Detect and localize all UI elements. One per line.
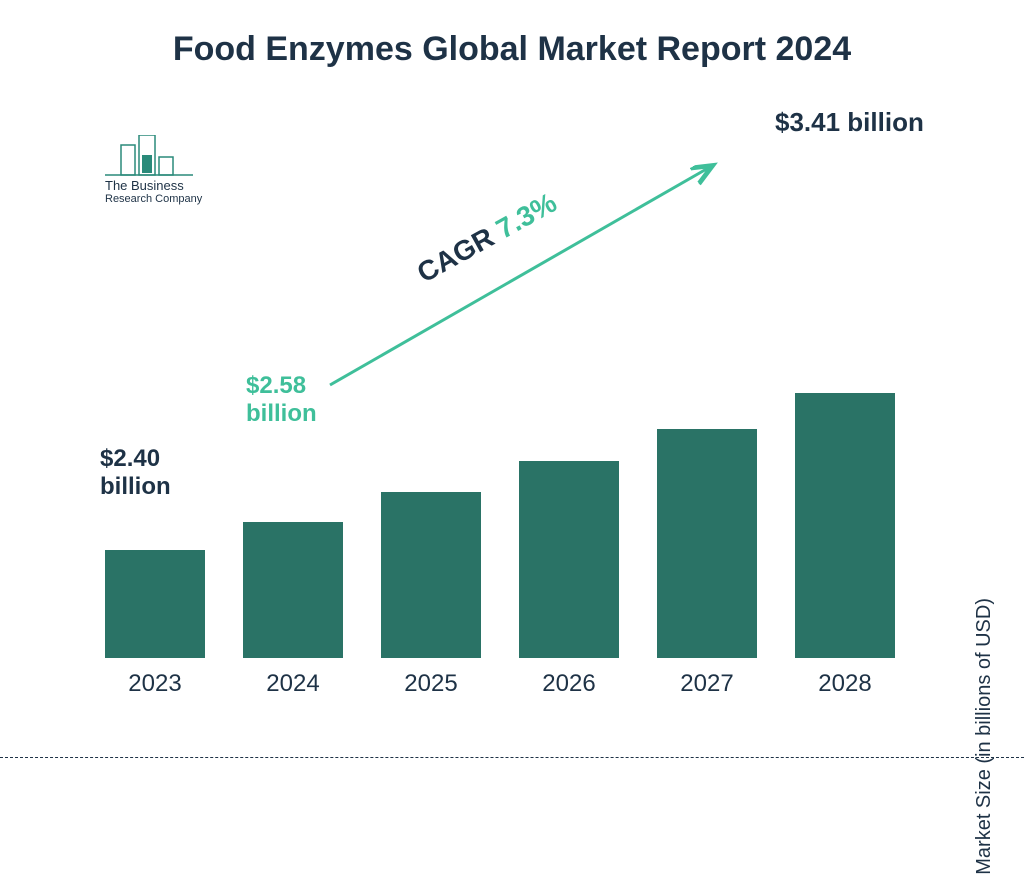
- x-label-2024: 2024: [243, 670, 343, 698]
- y-axis-label: Market Size (in billions of USD): [973, 598, 996, 875]
- x-label-2023: 2023: [105, 670, 205, 698]
- chart-title: Food Enzymes Global Market Report 2024: [0, 30, 1024, 69]
- bar-2028: [795, 393, 895, 658]
- bar-2023: [105, 550, 205, 659]
- x-label-2027: 2027: [657, 670, 757, 698]
- bar-2027: [657, 429, 757, 658]
- value-label-1: $2.58billion: [246, 372, 317, 427]
- value-label-2: $3.41 billion: [775, 108, 924, 138]
- value-label-0: $2.40billion: [100, 445, 171, 500]
- footer-divider: [0, 757, 1024, 758]
- x-label-2028: 2028: [795, 670, 895, 698]
- bar-2024: [243, 522, 343, 658]
- x-label-2025: 2025: [381, 670, 481, 698]
- bar-2026: [519, 461, 619, 658]
- bar-2025: [381, 492, 481, 658]
- x-label-2026: 2026: [519, 670, 619, 698]
